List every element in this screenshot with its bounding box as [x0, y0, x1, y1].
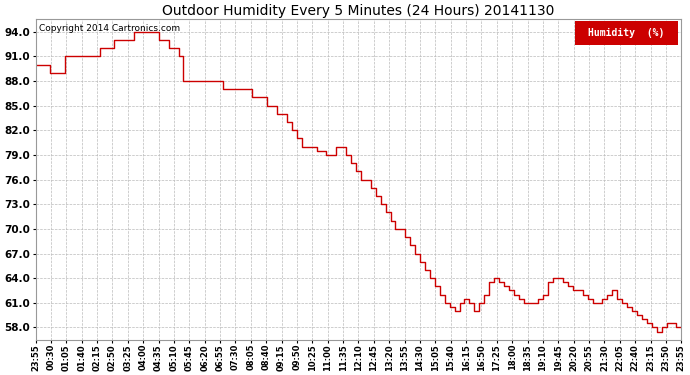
Title: Outdoor Humidity Every 5 Minutes (24 Hours) 20141130: Outdoor Humidity Every 5 Minutes (24 Hou… — [162, 4, 555, 18]
Text: Copyright 2014 Cartronics.com: Copyright 2014 Cartronics.com — [39, 24, 180, 33]
